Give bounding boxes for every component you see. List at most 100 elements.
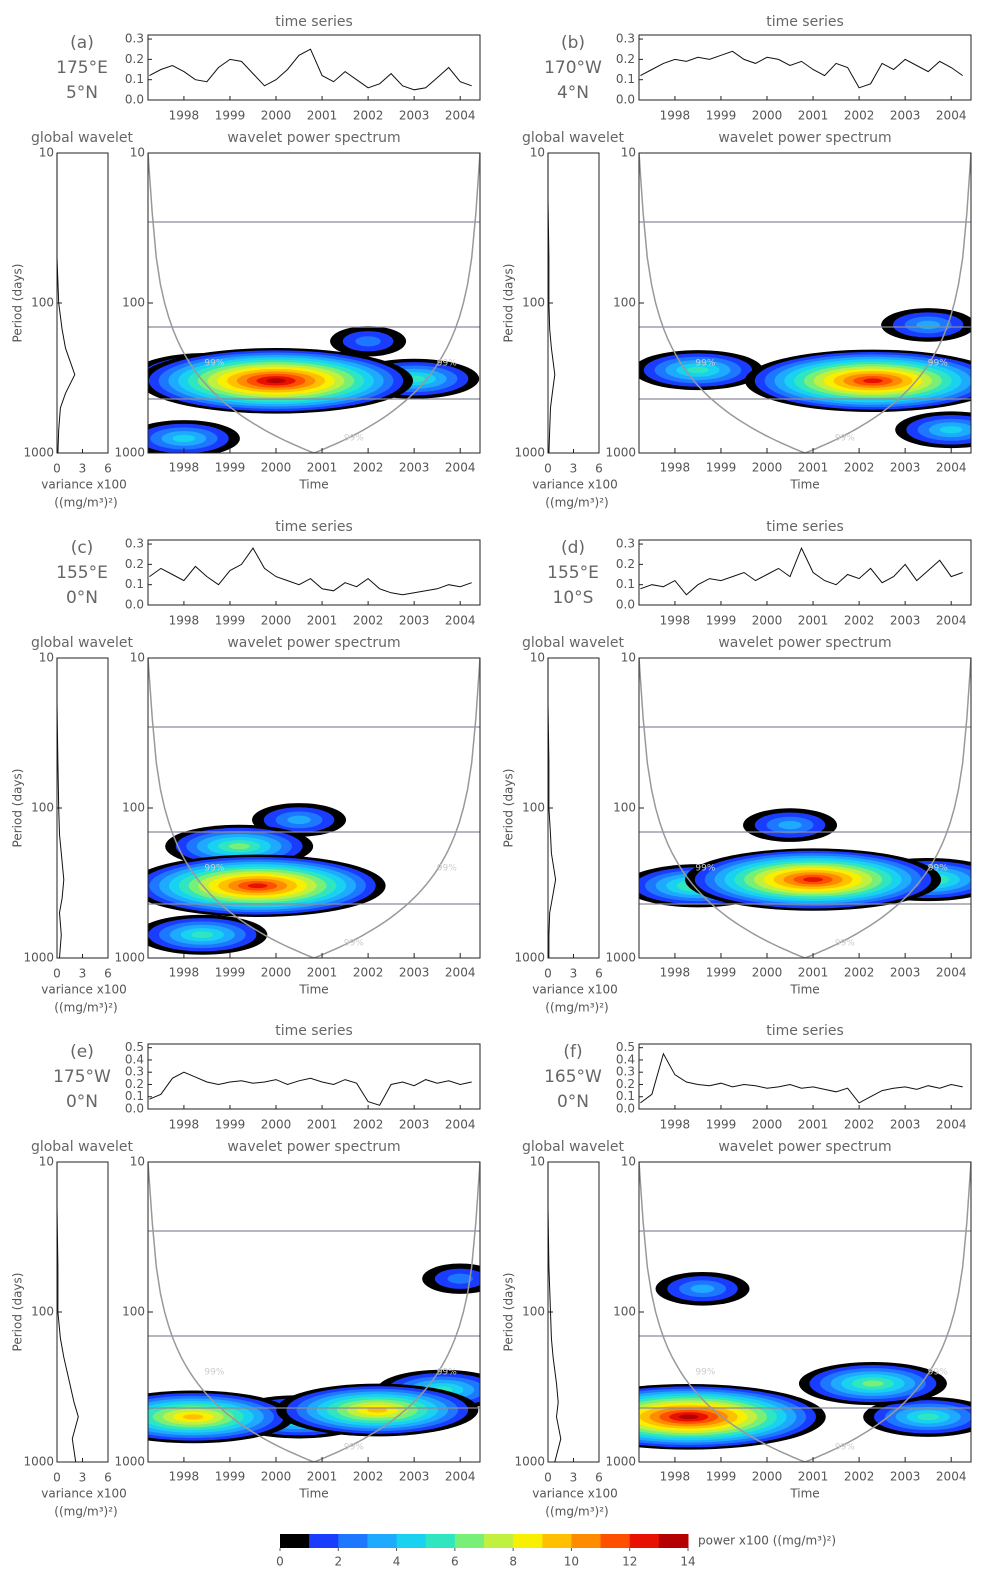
spectrum-area: 99% 99% 99% xyxy=(148,153,480,453)
sp-x-tick-label: 1998 xyxy=(660,966,691,980)
panel-label: (f) xyxy=(563,1042,582,1062)
sp-x-label: Time xyxy=(298,983,328,997)
sp-x-tick-label: 2001 xyxy=(307,1470,338,1484)
sp-x-label: Time xyxy=(298,478,328,492)
ts-x-tick-label: 2002 xyxy=(353,109,384,123)
sp-x-tick-label: 1998 xyxy=(169,461,200,475)
colorbar-segment xyxy=(600,1534,631,1548)
cone-of-influence xyxy=(148,153,480,453)
gw-y-tick-label: 1000 xyxy=(514,951,545,965)
colorbar-segment xyxy=(367,1534,398,1548)
gw-x-tick-label: 3 xyxy=(79,1471,87,1485)
panel-label: (b) xyxy=(561,33,585,53)
ts-y-tick-label: 0.0 xyxy=(125,1102,144,1116)
sp-x-tick-label: 2002 xyxy=(844,1470,875,1484)
contour-label: 99% xyxy=(437,864,457,874)
colorbar-tick-label: 0 xyxy=(276,1555,284,1569)
gw-x-tick-label: 6 xyxy=(595,967,603,981)
ts-y-tick-label: 0.1 xyxy=(616,577,635,591)
sp-x-tick-label: 2002 xyxy=(353,966,384,980)
ts-y-tick-label: 0.3 xyxy=(616,1065,635,1079)
ts-y-tick-label: 0.4 xyxy=(125,1052,144,1066)
gw-x-tick-label: 6 xyxy=(104,1471,112,1485)
sp-y-tick-label: 10 xyxy=(130,146,145,160)
gw-y-tick-label: 1000 xyxy=(23,951,54,965)
gw-y-tick-label: 10 xyxy=(530,651,545,665)
ts-x-tick-label: 2004 xyxy=(445,1118,476,1132)
ts-line xyxy=(640,546,963,596)
ts-x-tick-label: 2003 xyxy=(399,109,430,123)
sp-frame xyxy=(638,1161,972,1463)
latitude: 0°N xyxy=(66,1092,98,1112)
ts-x-tick-label: 1998 xyxy=(169,109,200,123)
power-contour xyxy=(803,877,823,882)
sp-x-tick-label: 1999 xyxy=(706,1470,737,1484)
contour-label: 99% xyxy=(928,864,948,874)
sp-x-label: Time xyxy=(789,1487,819,1501)
contour-label: 99% xyxy=(928,359,948,369)
gw-y-tick-label: 10 xyxy=(530,146,545,160)
sp-y-tick-label: 1000 xyxy=(605,446,636,460)
ts-x-tick-label: 2001 xyxy=(307,109,338,123)
power-contour xyxy=(367,1407,388,1413)
sp-x-tick-label: 2003 xyxy=(890,461,921,475)
gw-x-tick-label: 0 xyxy=(53,462,61,476)
sp-y-tick-label: 100 xyxy=(122,1305,145,1319)
gw-x-tick-label: 3 xyxy=(79,462,87,476)
gw-x-label: variance x100 xyxy=(532,478,617,492)
cone-of-influence xyxy=(148,658,480,958)
gw-title: global wavelet xyxy=(31,130,134,146)
power-contour xyxy=(778,820,802,830)
panel-label: (e) xyxy=(70,1042,94,1062)
sp-x-tick-label: 1999 xyxy=(215,1470,246,1484)
longitude: 155°E xyxy=(56,563,108,583)
ts-y-tick-label: 0.1 xyxy=(616,1089,635,1103)
latitude: 5°N xyxy=(66,83,98,103)
ts-y-tick-label: 0.5 xyxy=(616,1040,635,1054)
panel-label: (a) xyxy=(70,33,94,53)
contour-label: 99% xyxy=(344,939,364,949)
ts-x-tick-label: 1998 xyxy=(660,1118,691,1132)
ts-title: time series xyxy=(766,14,844,30)
ts-x-tick-label: 2001 xyxy=(798,1118,829,1132)
sp-x-tick-label: 2000 xyxy=(261,461,292,475)
gw-line xyxy=(56,1162,79,1463)
colorbar-segment xyxy=(513,1534,543,1548)
colorbar-segment xyxy=(338,1534,368,1548)
ts-x-tick-label: 2004 xyxy=(936,614,967,628)
power-contour xyxy=(247,883,268,889)
ts-title: time series xyxy=(275,1023,353,1039)
sp-title: wavelet power spectrum xyxy=(718,1139,891,1155)
gw-y-tick-label: 100 xyxy=(522,296,545,310)
sp-frame xyxy=(147,152,481,454)
sp-x-tick-label: 2004 xyxy=(445,1470,476,1484)
power-contour xyxy=(690,1284,715,1293)
ts-y-tick-label: 0.4 xyxy=(616,1052,635,1066)
ts-x-tick-label: 2004 xyxy=(936,1118,967,1132)
ts-x-tick-label: 1999 xyxy=(215,614,246,628)
longitude: 175°W xyxy=(53,1067,111,1087)
ts-x-tick-label: 1999 xyxy=(215,109,246,123)
sp-y-tick-label: 1000 xyxy=(605,951,636,965)
ts-line xyxy=(149,48,472,91)
spectrum-area: 99% 99% 99% xyxy=(639,153,971,453)
ts-x-tick-label: 1999 xyxy=(706,614,737,628)
colorbar-segment xyxy=(542,1534,572,1548)
sp-title: wavelet power spectrum xyxy=(718,130,891,146)
gw-unit: ((mg/m³)²) xyxy=(54,1001,117,1015)
sp-x-tick-label: 2004 xyxy=(936,966,967,980)
sp-x-tick-label: 1999 xyxy=(706,461,737,475)
colorbar-segment xyxy=(454,1534,485,1548)
gw-x-tick-label: 0 xyxy=(53,1471,61,1485)
sp-x-tick-label: 1999 xyxy=(215,461,246,475)
sp-y-tick-label: 100 xyxy=(613,1305,636,1319)
sp-x-tick-label: 2002 xyxy=(844,966,875,980)
cone-of-influence xyxy=(639,153,971,453)
gw-y-tick-label: 10 xyxy=(39,651,54,665)
gw-y-label: Period (days) xyxy=(11,1273,25,1352)
ts-y-tick-label: 0.0 xyxy=(616,1102,635,1116)
ts-y-tick-label: 0.3 xyxy=(125,32,144,46)
gw-unit: ((mg/m³)²) xyxy=(54,1505,117,1519)
ts-x-tick-label: 2001 xyxy=(798,614,829,628)
